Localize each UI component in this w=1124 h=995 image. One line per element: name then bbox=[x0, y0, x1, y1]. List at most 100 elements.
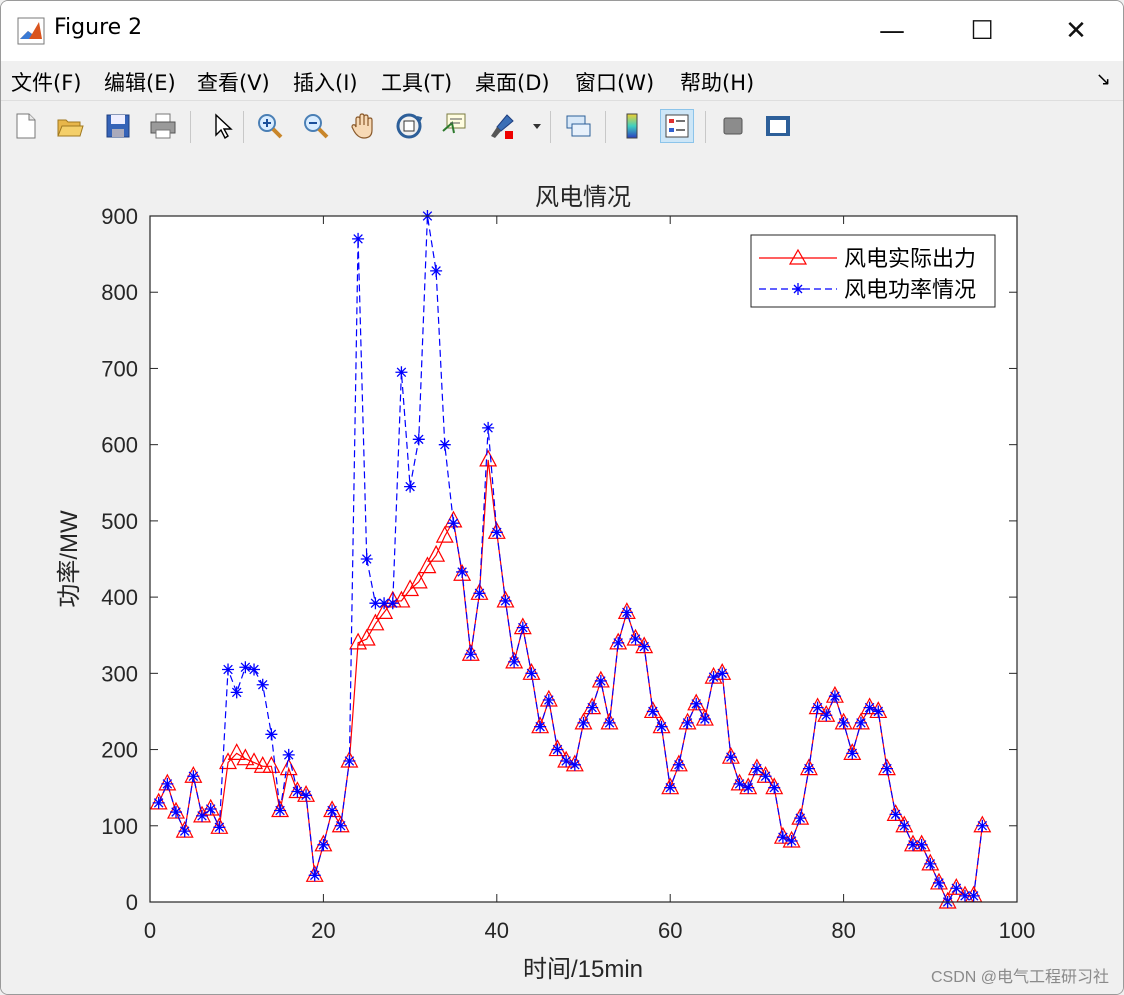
hide-plot-tools-icon[interactable] bbox=[716, 109, 750, 143]
menu-view[interactable]: 查看(V) bbox=[197, 71, 270, 95]
y-tick-label: 800 bbox=[101, 280, 138, 305]
y-tick-label: 300 bbox=[101, 661, 138, 686]
data-point-star bbox=[369, 597, 382, 610]
data-point-triangle bbox=[557, 750, 576, 768]
data-point-triangle bbox=[262, 756, 281, 773]
series-line bbox=[158, 215, 983, 904]
brush-dropdown-icon[interactable] bbox=[527, 109, 547, 143]
expand-toolbar-icon[interactable]: ↘ bbox=[1095, 69, 1111, 90]
data-point-triangle bbox=[548, 739, 567, 757]
toolbar-separator bbox=[705, 111, 706, 143]
data-point-triangle bbox=[331, 815, 350, 833]
data-point-star bbox=[906, 838, 919, 851]
data-point-star bbox=[594, 674, 607, 687]
data-point-star bbox=[828, 690, 841, 703]
data-point-triangle bbox=[193, 805, 212, 823]
menu-desktop[interactable]: 桌面(D) bbox=[475, 71, 550, 95]
minimize-button[interactable]: — bbox=[869, 9, 915, 53]
data-point-star bbox=[308, 869, 321, 882]
menu-insert[interactable]: 插入(I) bbox=[293, 71, 358, 95]
data-point-triangle bbox=[600, 712, 619, 730]
axes-box bbox=[149, 215, 1018, 903]
x-axis-label: 时间/15min bbox=[523, 956, 643, 983]
pan-hand-icon[interactable] bbox=[346, 109, 380, 143]
data-point-star bbox=[976, 819, 989, 832]
figure-canvas: 0 20 40 60 80 100 0 100 200 300 400 500 600 700 800 900… bbox=[1, 153, 1123, 994]
link-plot-icon[interactable] bbox=[561, 109, 595, 143]
print-icon[interactable] bbox=[146, 109, 180, 143]
data-point-star bbox=[456, 565, 469, 578]
data-point-triangle bbox=[461, 644, 480, 661]
data-point-star bbox=[282, 748, 295, 761]
data-point-triangle bbox=[721, 746, 740, 764]
data-point-triangle bbox=[279, 758, 298, 776]
data-point-star bbox=[317, 838, 330, 851]
data-point-star bbox=[430, 264, 443, 277]
data-point-star bbox=[222, 663, 235, 676]
data-point-star bbox=[924, 857, 937, 870]
menu-help[interactable]: 帮助(H) bbox=[680, 71, 755, 95]
data-point-triangle bbox=[973, 815, 992, 833]
data-point-star bbox=[577, 716, 590, 729]
data-point-star bbox=[334, 819, 347, 832]
y-tick-label: 700 bbox=[101, 356, 138, 381]
data-point-star bbox=[958, 889, 971, 902]
data-point-star bbox=[707, 671, 720, 684]
window-title: Figure 2 bbox=[54, 15, 143, 40]
rotate-3d-icon[interactable] bbox=[392, 109, 426, 143]
legend-icon[interactable] bbox=[660, 109, 694, 143]
x-tick-label: 0 bbox=[144, 918, 156, 943]
legend[interactable]: 风电实际出力 风电功率情况 bbox=[750, 234, 996, 308]
close-icon: ✕ bbox=[1065, 16, 1087, 46]
zoom-in-icon[interactable] bbox=[253, 109, 287, 143]
data-point-star bbox=[447, 517, 460, 530]
new-figure-icon[interactable] bbox=[9, 109, 43, 143]
data-cursor-icon[interactable] bbox=[438, 109, 472, 143]
data-point-star bbox=[473, 587, 486, 600]
x-tick-label: 20 bbox=[311, 918, 335, 943]
chart-svg[interactable]: 0 20 40 60 80 100 0 100 200 300 400 500 600 700 800 900… bbox=[1, 153, 1123, 994]
watermark: CSDN @电气工程研习社 bbox=[931, 968, 1109, 986]
data-point-triangle bbox=[791, 807, 810, 825]
toolbar-separator bbox=[190, 111, 191, 143]
data-point-star bbox=[482, 421, 495, 434]
data-point-star bbox=[499, 594, 512, 607]
data-point-star bbox=[638, 640, 651, 653]
data-point-star bbox=[404, 480, 417, 493]
data-point-star bbox=[698, 713, 711, 726]
data-point-star bbox=[187, 770, 200, 783]
title-bar[interactable]: Figure 2 — ☐ ✕ bbox=[1, 1, 1123, 61]
data-point-star bbox=[664, 781, 677, 794]
open-file-icon[interactable] bbox=[53, 109, 87, 143]
y-tick-label: 500 bbox=[101, 509, 138, 534]
data-point-star bbox=[343, 754, 356, 767]
data-point-star bbox=[750, 762, 763, 775]
menu-file[interactable]: 文件(F) bbox=[11, 71, 82, 95]
menu-tools[interactable]: 工具(T) bbox=[381, 71, 453, 95]
zoom-out-icon[interactable] bbox=[299, 109, 333, 143]
data-point-triangle bbox=[817, 704, 836, 722]
data-point-star bbox=[204, 803, 217, 816]
data-point-star bbox=[785, 835, 798, 848]
data-point-star bbox=[161, 777, 174, 790]
data-point-star bbox=[560, 754, 573, 767]
close-button[interactable]: ✕ bbox=[1053, 9, 1099, 53]
data-point-star bbox=[438, 438, 451, 451]
menu-window[interactable]: 窗口(W) bbox=[575, 71, 655, 95]
menu-edit[interactable]: 编辑(E) bbox=[104, 71, 176, 95]
show-plot-tools-icon[interactable] bbox=[761, 109, 795, 143]
maximize-button[interactable]: ☐ bbox=[959, 9, 1005, 53]
y-tick-label: 900 bbox=[101, 204, 138, 229]
colorbar-icon[interactable] bbox=[615, 109, 649, 143]
data-point-star bbox=[854, 716, 867, 729]
data-point-triangle bbox=[591, 670, 610, 688]
toolbar-separator bbox=[243, 111, 244, 143]
pointer-icon[interactable] bbox=[204, 109, 238, 143]
data-point-triangle bbox=[531, 716, 550, 734]
brush-icon[interactable] bbox=[485, 109, 519, 143]
data-point-triangle bbox=[730, 773, 749, 791]
data-point-triangle bbox=[574, 712, 593, 730]
save-icon[interactable] bbox=[101, 109, 135, 143]
data-point-triangle bbox=[201, 798, 220, 816]
legend-label-power: 风电功率情况 bbox=[844, 277, 976, 302]
